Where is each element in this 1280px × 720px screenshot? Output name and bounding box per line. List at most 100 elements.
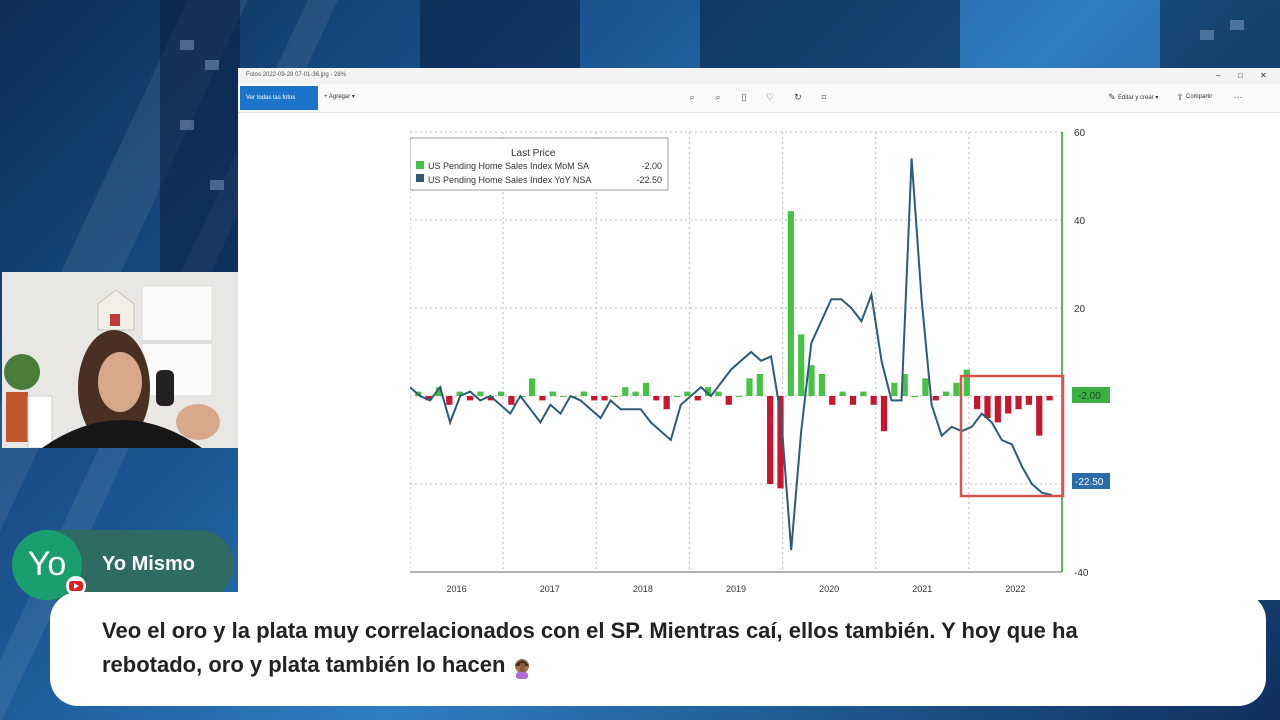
avatar: Yo: [12, 530, 82, 600]
y-tick-label: 60: [1074, 128, 1086, 139]
favorite-icon[interactable]: ♡: [765, 92, 775, 102]
see-all-photos-label: Ver todas las fotos: [246, 95, 296, 101]
webcam-scene: [2, 272, 238, 448]
mom-bar: [787, 211, 794, 396]
mom-bar: [725, 396, 732, 405]
legend-title: Last Price: [511, 148, 556, 159]
mom-bar: [663, 396, 670, 410]
mom-bar: [622, 387, 629, 396]
mom-bar: [963, 369, 970, 396]
mom-bar: [932, 396, 939, 401]
zoom-out-icon[interactable]: ⌕: [715, 92, 721, 102]
youtube-icon: [66, 576, 86, 596]
mom-bar: [1025, 396, 1032, 405]
zoom-in-icon[interactable]: ⌕: [689, 92, 695, 102]
mom-bar: [922, 378, 929, 396]
yoy-line: [410, 158, 1053, 551]
x-tick-label: 2016: [447, 584, 467, 594]
y-axis: 6040200-20-40: [1061, 128, 1089, 579]
add-button[interactable]: + Agregar ▾: [324, 93, 355, 100]
mom-bar: [425, 396, 432, 401]
pending-home-sales-chart: 6040200-20-40 20162017201820192020202120…: [410, 128, 1110, 594]
mom-bar: [601, 396, 608, 401]
legend-entry-mom: US Pending Home Sales Index MoM SA: [428, 161, 589, 171]
mom-bar: [849, 396, 857, 405]
mom-bar: [642, 382, 650, 396]
mom-bar: [880, 396, 888, 432]
share-label: Compartir: [1186, 94, 1213, 100]
mom-bar: [953, 382, 960, 396]
mom-bar: [777, 396, 784, 489]
mom-bar: [839, 391, 846, 396]
share-icon[interactable]: ⇪: [1176, 92, 1184, 102]
mom-bar: [632, 391, 639, 396]
more-icon[interactable]: ⋯: [1233, 92, 1243, 102]
legend: Last Price US Pending Home Sales Index M…: [410, 137, 669, 191]
mom-bar: [798, 334, 805, 396]
mom-bar: [984, 396, 991, 418]
mom-bar: [829, 396, 836, 405]
viewer-toolbar: Ver todas las fotos + Agregar ▾ ⌕ ⌕ ▯ ♡ …: [238, 84, 1280, 113]
x-tick-label: 2017: [540, 584, 560, 594]
mom-bar: [715, 391, 722, 396]
webcam-feed: [2, 272, 238, 448]
edit-icon[interactable]: ✎: [1108, 92, 1116, 102]
yoy-last-value-label: -22.50: [1075, 477, 1104, 488]
legend-swatch-yoy: [416, 174, 424, 182]
mom-bar: [508, 396, 515, 405]
add-icon: +: [324, 94, 328, 100]
x-tick-label: 2022: [1005, 584, 1025, 594]
mom-bar: [818, 374, 826, 396]
mom-bar: [560, 396, 567, 397]
mom-bar: [497, 391, 505, 396]
mom-bar: [994, 396, 1001, 423]
edit-and-create-button[interactable]: Editar y crear ▾: [1118, 95, 1159, 101]
legend-value-yoy: -22.50: [636, 175, 662, 185]
edit-and-create-label: Editar y crear: [1118, 95, 1154, 101]
see-all-photos-button[interactable]: Ver todas las fotos: [240, 86, 318, 110]
mom-bar: [549, 391, 556, 396]
mom-bar: [1015, 396, 1022, 410]
chart-grid: [410, 131, 1062, 573]
window-title: Fotos 2022-09-28 07-01-36.jpg - 28%: [246, 72, 347, 78]
minimize-icon[interactable]: –: [1216, 71, 1221, 80]
mom-bar: [1036, 396, 1043, 436]
close-icon[interactable]: ✕: [1260, 71, 1267, 80]
mom-bar: [529, 378, 536, 396]
last-value-labels: -2.00 -22.50: [1072, 387, 1110, 489]
mom-bar: [808, 365, 815, 396]
mom-bar: [673, 396, 681, 397]
x-axis: 2016 2017 2018 2019 2020 2021 2022: [410, 571, 1062, 594]
mom-bar: [684, 391, 691, 396]
mom-bar: [974, 396, 981, 410]
y-tick-label: 40: [1074, 216, 1086, 227]
crop-icon[interactable]: ⌗: [821, 92, 827, 102]
title-bar: Fotos 2022-09-28 07-01-36.jpg - 28% – □ …: [238, 68, 1280, 84]
mom-bar: [477, 391, 484, 396]
mom-bar: [580, 391, 587, 396]
chat-message: Veo el oro y la plata muy correlacionado…: [50, 592, 1266, 706]
mom-bar: [911, 396, 919, 397]
message-line-2: rebotado, oro y plata también lo hacen: [102, 652, 506, 677]
mom-bar: [446, 396, 453, 405]
share-button[interactable]: Compartir: [1186, 94, 1212, 100]
mom-bar: [611, 396, 619, 397]
legend-value-mom: -2.00: [641, 161, 662, 171]
y-tick-label: 20: [1074, 304, 1086, 315]
mom-bar: [591, 396, 598, 401]
x-tick-label: 2021: [912, 584, 932, 594]
mom-bar: [1046, 396, 1053, 401]
facepalm-emoji-icon: [512, 655, 532, 680]
mom-bars: [415, 211, 1053, 489]
maximize-icon[interactable]: □: [1238, 71, 1243, 80]
mom-bar: [466, 396, 474, 401]
highlight-box: [959, 374, 1065, 498]
y-tick-label: -40: [1074, 568, 1089, 579]
delete-icon[interactable]: ▯: [741, 92, 747, 102]
rotate-icon[interactable]: ↻: [794, 92, 802, 102]
mom-bar: [1005, 396, 1012, 414]
mom-bar: [539, 396, 546, 401]
avatar-text: Yo: [27, 545, 67, 583]
user-badge: Yo Yo Mismo: [12, 530, 234, 600]
